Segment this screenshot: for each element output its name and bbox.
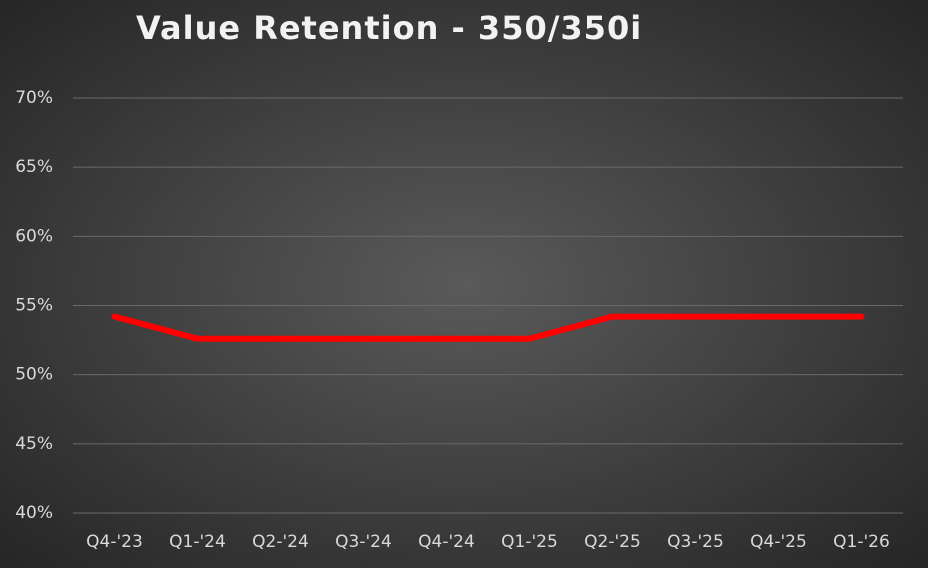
x-tick-label: Q4-'23 (86, 532, 143, 552)
x-tick-label: Q2-'25 (584, 532, 641, 552)
x-tick-label: Q3-'24 (335, 532, 392, 552)
y-tick-label: 65% (15, 157, 53, 177)
x-tick-label: Q4-'24 (418, 532, 475, 552)
x-tick-label: Q1-'24 (169, 532, 226, 552)
y-tick-label: 55% (15, 296, 53, 316)
y-tick-label: 70% (15, 88, 53, 108)
x-tick-label: Q1-'26 (833, 532, 890, 552)
chart-title: Value Retention - 350/350i (136, 9, 642, 47)
x-tick-label: Q2-'24 (252, 532, 309, 552)
x-tick-label: Q4-'25 (750, 532, 807, 552)
y-tick-label: 45% (15, 434, 53, 454)
y-tick-label: 40% (15, 503, 53, 523)
y-tick-label: 50% (15, 365, 53, 385)
x-tick-label: Q3-'25 (667, 532, 724, 552)
data-line (111, 313, 865, 342)
y-tick-label: 60% (15, 226, 53, 246)
x-tick-label: Q1-'25 (501, 532, 558, 552)
